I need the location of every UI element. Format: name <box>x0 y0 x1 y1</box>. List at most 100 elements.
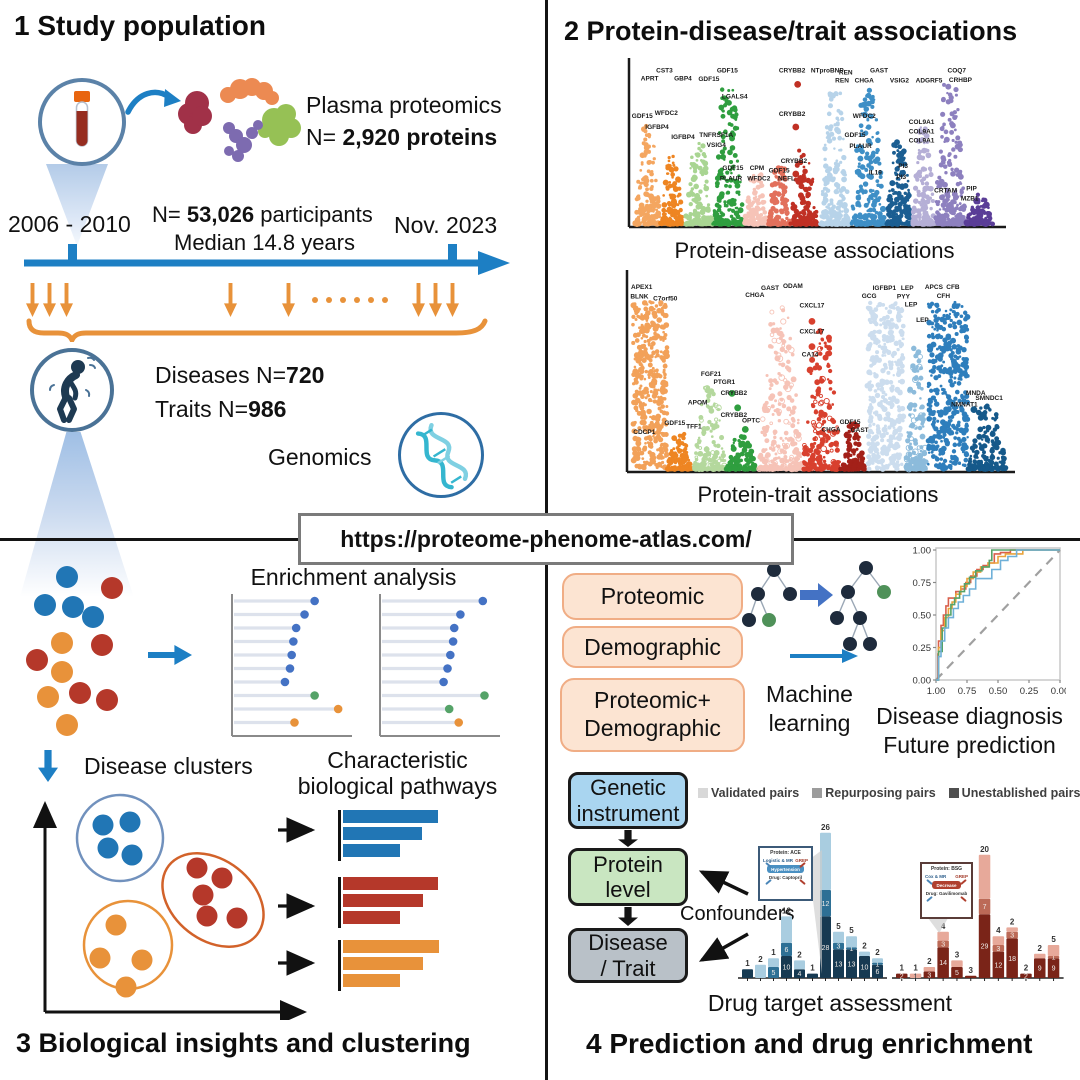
pathways-label: Characteristic biological pathways <box>297 747 498 800</box>
atlas-url[interactable]: https://proteome-phenome-atlas.com/ <box>340 525 752 552</box>
svg-text:PTGR1: PTGR1 <box>714 379 736 386</box>
protein-disease-caption: Protein-disease associations <box>674 238 955 263</box>
stacked-bar-segment <box>937 931 949 941</box>
pathway-bar-group <box>338 810 438 861</box>
stacked-bar-segment <box>896 973 908 978</box>
stacked-bar-segment <box>846 947 857 950</box>
svg-text:1: 1 <box>771 948 776 957</box>
pathway-bar-group <box>338 940 439 991</box>
svg-text:2: 2 <box>862 942 867 951</box>
sample-arrow-icon <box>282 283 295 317</box>
stacked-bar-segment <box>1034 953 1046 959</box>
traits-count-label: Traits N=986 <box>155 396 287 422</box>
stacked-bar-segment <box>909 973 922 978</box>
stacked-bar-segment <box>781 956 792 978</box>
plasma-proteomics-label: Plasma proteomics <box>306 92 502 118</box>
svg-text:0.50: 0.50 <box>989 686 1008 697</box>
legend-swatch <box>698 788 708 798</box>
svg-text:NTproBNP: NTproBNP <box>811 67 845 74</box>
svg-text:NEFL: NEFL <box>778 175 795 182</box>
disease-dots-scatter <box>26 566 123 736</box>
svg-text:CRHBP: CRHBP <box>949 77 973 84</box>
svg-text:LEP: LEP <box>901 285 914 292</box>
disease-trait-box: Disease / Trait <box>568 928 688 983</box>
svg-text:COL9A1: COL9A1 <box>909 119 935 126</box>
stacked-bar-segment <box>1006 927 1018 932</box>
stacked-bar-segment <box>833 949 844 978</box>
svg-text:GDF15: GDF15 <box>632 113 653 120</box>
legend-item-unestablished: Unestablished pairs <box>948 786 1080 800</box>
svg-text:GCG: GCG <box>862 293 877 300</box>
svg-text:CXCL17: CXCL17 <box>800 303 825 310</box>
median-followup-label: Median 14.8 years <box>174 230 355 255</box>
svg-text:5: 5 <box>849 926 854 935</box>
stacked-bar-segment <box>833 942 844 950</box>
dna-icon <box>415 422 469 490</box>
drug-target-caption: Drug target assessment <box>707 990 953 1016</box>
stacked-bar-segment <box>846 936 857 948</box>
svg-text:CHGA: CHGA <box>855 78 874 85</box>
stacked-bar-segment <box>872 962 883 965</box>
svg-text:9: 9 <box>1038 966 1042 973</box>
machine-learning-label: Machine learning <box>766 681 853 736</box>
legend-swatch <box>812 788 823 798</box>
svg-text:CRYBB2: CRYBB2 <box>779 67 806 74</box>
svg-text:0.75: 0.75 <box>913 578 932 589</box>
stacked-bar-segment <box>794 969 805 978</box>
atlas-url-box[interactable]: https://proteome-phenome-atlas.com/ <box>298 513 794 565</box>
svg-text:CHGA: CHGA <box>745 292 764 299</box>
svg-text:IGFBP1: IGFBP1 <box>873 285 897 292</box>
svg-text:13: 13 <box>835 961 843 968</box>
svg-text:3: 3 <box>941 942 945 949</box>
svg-text:13: 13 <box>848 961 856 968</box>
svg-text:12: 12 <box>994 962 1002 969</box>
svg-text:28: 28 <box>822 945 830 952</box>
stacked-bar-segment <box>781 916 792 943</box>
svg-text:PYY: PYY <box>897 294 911 301</box>
confounder-arrow-icon <box>698 932 749 962</box>
svg-text:CHGA: CHGA <box>821 426 840 433</box>
svg-text:CFB: CFB <box>946 284 960 291</box>
stacked-bar-segment <box>937 947 949 978</box>
svg-text:2: 2 <box>875 948 880 957</box>
roc-curve-plot: 0.00 0.25 0.50 0.75 1.00 1.00 0.75 0.50 0.25 0.00 <box>913 546 1067 698</box>
svg-text:GAST: GAST <box>851 427 869 434</box>
input-box-demographic: Demographic <box>562 626 743 668</box>
proteins-count-label: N= 2,920 proteins <box>306 124 498 150</box>
svg-text:2: 2 <box>900 973 904 980</box>
stacked-bar-segment <box>833 931 844 943</box>
svg-text:IL19: IL19 <box>869 170 882 177</box>
ml-arrow-icon <box>790 649 858 663</box>
genetic-instrument-box: Genetic instrument <box>568 772 688 829</box>
flow-arrow-icon <box>618 907 638 926</box>
sample-arrow-icon <box>60 283 73 317</box>
pairs-legend: Validated pairs Repurposing pairs Unesta… <box>698 786 1080 800</box>
pathway-bar <box>343 877 438 890</box>
q3-title: 3 Biological insights and clustering <box>16 1028 471 1058</box>
pathway-bar <box>343 894 423 907</box>
stacked-bar-segment <box>951 967 963 978</box>
stacked-bar-segment <box>937 940 949 948</box>
svg-text:REN: REN <box>835 78 849 85</box>
svg-text:CRYBB2: CRYBB2 <box>779 111 806 118</box>
protein-level-box: Protein level <box>568 848 688 906</box>
stacked-bar-segment <box>781 942 792 956</box>
svg-text:3: 3 <box>996 946 1000 953</box>
svg-text:3: 3 <box>1010 933 1014 940</box>
svg-text:GDF15: GDF15 <box>698 76 719 83</box>
stacked-bar-segment <box>978 898 991 915</box>
svg-text:7: 7 <box>983 904 987 911</box>
svg-text:COQ7: COQ7 <box>948 67 967 74</box>
stacked-bar-segment <box>965 975 977 978</box>
brace-icon <box>26 318 488 342</box>
baseline-period-label: 2006 - 2010 <box>8 211 131 237</box>
blood-tube-icon <box>74 91 90 147</box>
svg-text:4: 4 <box>798 971 802 978</box>
svg-text:CRYBB2: CRYBB2 <box>721 390 748 397</box>
svg-text:GAST: GAST <box>761 285 779 292</box>
svg-text:12: 12 <box>782 906 791 915</box>
svg-text:0.00: 0.00 <box>913 676 932 687</box>
